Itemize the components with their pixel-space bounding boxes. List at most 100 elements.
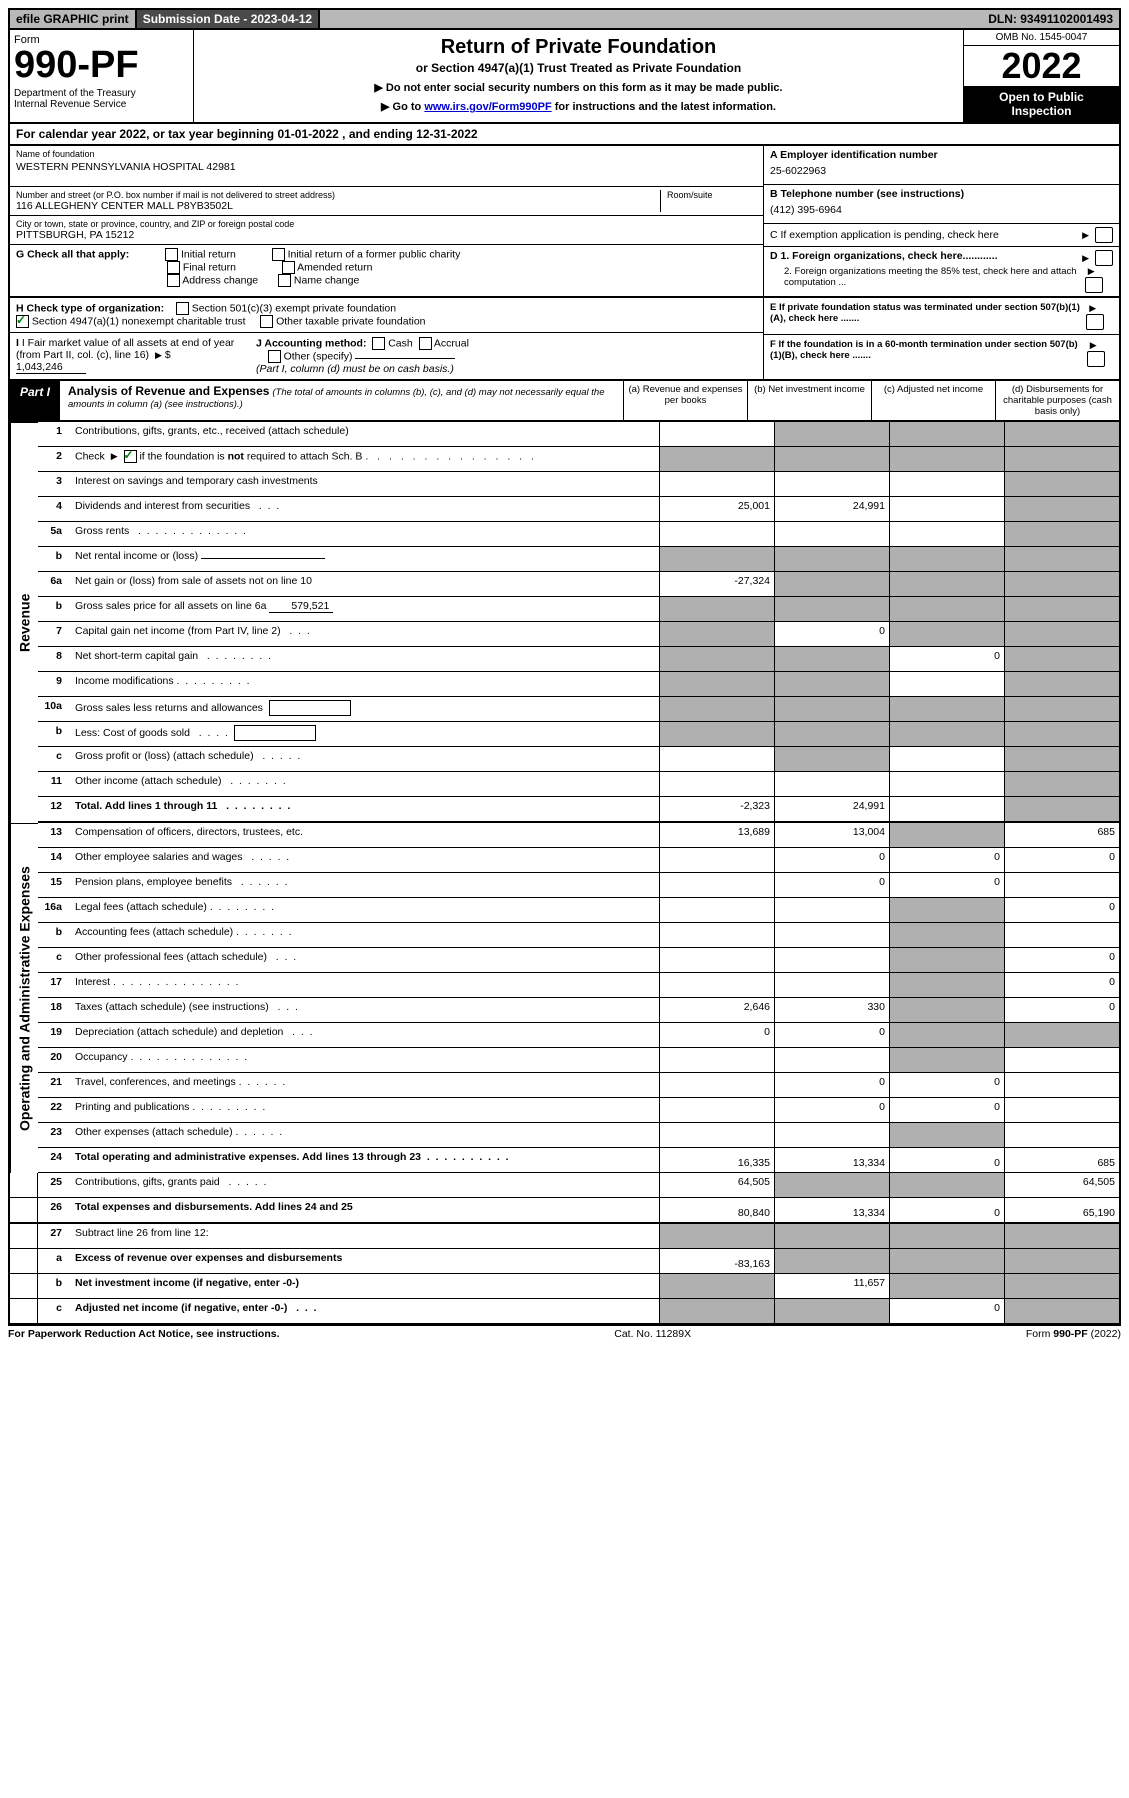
l18-b: 330 (774, 998, 889, 1023)
line-24: Total operating and administrative expen… (70, 1148, 659, 1173)
l14-c: 0 (889, 848, 1004, 873)
line-16a: Legal fees (attach schedule) . . . . . .… (70, 898, 659, 923)
501c3-checkbox[interactable] (176, 302, 189, 315)
l27c-c: 0 (889, 1299, 1004, 1324)
l26-b: 13,334 (774, 1198, 889, 1224)
line-13: Compensation of officers, directors, tru… (70, 823, 659, 848)
l4-b: 24,991 (774, 497, 889, 522)
section-h: H Check type of organization: Section 50… (10, 298, 763, 333)
line-21: Travel, conferences, and meetings . . . … (70, 1073, 659, 1098)
line-5a: Gross rents . . . . . . . . . . . . . (70, 522, 659, 547)
l8-c: 0 (889, 647, 1004, 672)
line-19: Depreciation (attach schedule) and deple… (70, 1023, 659, 1048)
amended-return-checkbox[interactable] (282, 261, 295, 274)
4947-checkbox[interactable] (16, 315, 29, 328)
pending-checkbox[interactable] (1095, 227, 1113, 243)
form-title: Return of Private Foundation (202, 36, 955, 59)
line-27a: Excess of revenue over expenses and disb… (70, 1249, 659, 1274)
l26-c: 0 (889, 1198, 1004, 1224)
section-e: E If private foundation status was termi… (764, 298, 1119, 335)
schb-checkbox[interactable] (124, 450, 137, 463)
l18-a: 2,646 (659, 998, 774, 1023)
ein-value: 25-6022963 (770, 161, 1113, 181)
line-5b: Net rental income or (loss) (70, 547, 659, 572)
line-15: Pension plans, employee benefits . . . .… (70, 873, 659, 898)
name-change-checkbox[interactable] (278, 274, 291, 287)
revenue-side-label: Revenue (10, 422, 38, 823)
line-3: Interest on savings and temporary cash i… (70, 472, 659, 497)
l19-b: 0 (774, 1023, 889, 1048)
line-18: Taxes (attach schedule) (see instruction… (70, 998, 659, 1023)
l14-d: 0 (1004, 848, 1119, 873)
l21-b: 0 (774, 1073, 889, 1098)
l19-a: 0 (659, 1023, 774, 1048)
part-1-label: Part I (10, 381, 60, 420)
dln: DLN: 93491102001493 (982, 10, 1119, 28)
l24-b: 13,334 (774, 1148, 889, 1173)
irs-link[interactable]: www.irs.gov/Form990PF (424, 101, 551, 113)
omb-number: OMB No. 1545-0047 (964, 30, 1119, 46)
efile-label: efile GRAPHIC print (10, 10, 137, 28)
address-change-checkbox[interactable] (167, 274, 180, 287)
l13-a: 13,689 (659, 823, 774, 848)
l15-b: 0 (774, 873, 889, 898)
line-25: Contributions, gifts, grants paid . . . … (70, 1173, 659, 1198)
department: Department of the Treasury Internal Reve… (14, 88, 189, 110)
col-c-header: (c) Adjusted net income (871, 381, 995, 420)
e-checkbox[interactable] (1086, 314, 1104, 330)
l25-a: 64,505 (659, 1173, 774, 1198)
line-10b: Less: Cost of goods sold . . . . (70, 722, 659, 747)
other-method-checkbox[interactable] (268, 350, 281, 363)
street-label: Number and street (or P.O. box number if… (16, 190, 654, 200)
line-23: Other expenses (attach schedule) . . . .… (70, 1123, 659, 1148)
line-1: Contributions, gifts, grants, etc., rece… (70, 422, 659, 447)
line-20: Occupancy . . . . . . . . . . . . . . (70, 1048, 659, 1073)
l16a-d: 0 (1004, 898, 1119, 923)
l12-a: -2,323 (659, 797, 774, 823)
col-b-header: (b) Net investment income (747, 381, 871, 420)
line-10a: Gross sales less returns and allowances (70, 697, 659, 722)
initial-return-checkbox[interactable] (165, 248, 178, 261)
line-9: Income modifications . . . . . . . . . (70, 672, 659, 697)
l22-c: 0 (889, 1098, 1004, 1123)
l27b-b: 11,657 (774, 1274, 889, 1299)
d2-checkbox[interactable] (1085, 277, 1103, 293)
line-8: Net short-term capital gain . . . . . . … (70, 647, 659, 672)
line-16c: Other professional fees (attach schedule… (70, 948, 659, 973)
other-taxable-checkbox[interactable] (260, 315, 273, 328)
line-10c: Gross profit or (loss) (attach schedule)… (70, 747, 659, 772)
form-note-2: ▶ Go to www.irs.gov/Form990PF for instru… (202, 100, 955, 113)
line-11: Other income (attach schedule) . . . . .… (70, 772, 659, 797)
line-26: Total expenses and disbursements. Add li… (70, 1198, 659, 1224)
l22-b: 0 (774, 1098, 889, 1123)
section-i-j: I I Fair market value of all assets at e… (10, 333, 763, 379)
arrow-icon (1082, 229, 1089, 241)
l13-d: 685 (1004, 823, 1119, 848)
form-number: 990-PF (14, 46, 189, 84)
foundation-name-label: Name of foundation (16, 149, 757, 159)
cash-checkbox[interactable] (372, 337, 385, 350)
footer-left: For Paperwork Reduction Act Notice, see … (8, 1328, 280, 1340)
line-6a: Net gain or (loss) from sale of assets n… (70, 572, 659, 597)
form-subtitle: or Section 4947(a)(1) Trust Treated as P… (202, 61, 955, 75)
final-return-checkbox[interactable] (167, 261, 180, 274)
foundation-name: WESTERN PENNSYLVANIA HOSPITAL 42981 (16, 159, 757, 183)
l7-b: 0 (774, 622, 889, 647)
initial-public-checkbox[interactable] (272, 248, 285, 261)
city-value: PITTSBURGH, PA 15212 (16, 229, 757, 241)
d1-checkbox[interactable] (1095, 250, 1113, 266)
l13-b: 13,004 (774, 823, 889, 848)
phone-value: (412) 395-6964 (770, 200, 1113, 220)
l24-d: 685 (1004, 1148, 1119, 1173)
street-value: 116 ALLEGHENY CENTER MALL P8YB3502L (16, 200, 654, 212)
f-checkbox[interactable] (1087, 351, 1105, 367)
col-d-header: (d) Disbursements for charitable purpose… (995, 381, 1119, 420)
l24-c: 0 (889, 1148, 1004, 1173)
line-22: Printing and publications . . . . . . . … (70, 1098, 659, 1123)
expenses-side-label: Operating and Administrative Expenses (10, 823, 38, 1173)
accrual-checkbox[interactable] (419, 337, 432, 350)
line-4: Dividends and interest from securities .… (70, 497, 659, 522)
line-2: Check if the foundation is not required … (70, 447, 659, 472)
l15-c: 0 (889, 873, 1004, 898)
inspection-label: Open to Public Inspection (964, 86, 1119, 122)
